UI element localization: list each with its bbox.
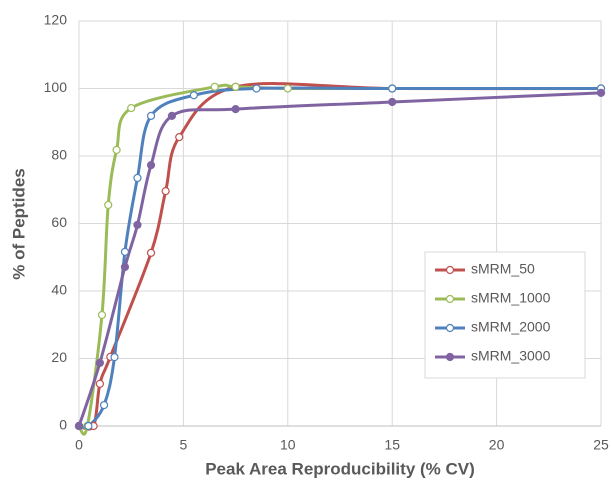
data-point: [97, 310, 107, 320]
data-point: [95, 358, 104, 367]
legend-label: sMRM_3000: [471, 348, 551, 364]
data-point: [99, 400, 109, 410]
data-point: [146, 248, 156, 257]
data-point: [133, 173, 142, 183]
legend-marker: [445, 265, 455, 275]
data-point: [127, 103, 136, 113]
legend-label: sMRM_1000: [471, 290, 551, 306]
legend: sMRM_50 sMRM_1000 sMRM_2000 sMRM_3000: [424, 251, 586, 379]
x-tick-label: 20: [489, 437, 505, 453]
data-point: [161, 187, 170, 196]
y-tick-label: 80: [51, 147, 67, 163]
data-point: [231, 104, 240, 114]
data-point: [252, 84, 261, 93]
y-tick-label: 120: [44, 12, 68, 28]
data-point: [210, 82, 219, 91]
data-point: [189, 91, 198, 100]
x-tick-label: 0: [75, 437, 83, 453]
data-point: [84, 421, 93, 431]
data-point: [388, 84, 397, 93]
data-point: [104, 200, 113, 210]
data-point: [283, 84, 292, 93]
data-point: [120, 262, 130, 272]
y-tick-label: 40: [51, 282, 67, 298]
data-point: [167, 111, 177, 120]
data-point: [146, 111, 156, 120]
y-tick-label: 20: [51, 349, 67, 365]
legend-marker: [445, 294, 455, 304]
legend-label: sMRM_50: [471, 261, 535, 277]
y-axis-title: % of Peptides: [9, 168, 28, 279]
data-point: [120, 247, 130, 256]
data-point: [95, 379, 104, 388]
x-tick-label: 5: [180, 437, 188, 453]
legend-marker: [445, 323, 455, 333]
y-tick-label: 60: [51, 214, 67, 230]
y-tick-label: 0: [59, 417, 67, 433]
x-tick-label: 15: [384, 437, 400, 453]
data-point: [146, 161, 156, 170]
x-tick-label: 25: [593, 437, 609, 453]
legend-label: sMRM_2000: [471, 319, 551, 335]
data-point: [110, 353, 119, 362]
data-point: [74, 421, 84, 431]
data-point: [175, 133, 184, 142]
data-point: [112, 145, 121, 155]
data-point: [596, 88, 606, 97]
legend-marker: [445, 352, 455, 362]
x-axis-title: Peak Area Reproducibility (% CV): [205, 459, 475, 478]
data-point: [133, 220, 142, 229]
data-point: [388, 97, 397, 107]
y-tick-label: 100: [44, 79, 68, 95]
data-point: [231, 82, 240, 91]
x-tick-label: 10: [280, 437, 296, 453]
